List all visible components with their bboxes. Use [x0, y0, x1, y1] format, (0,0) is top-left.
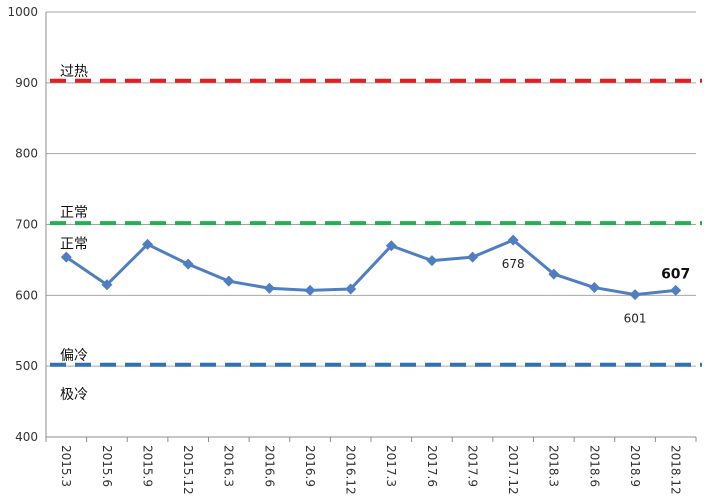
data-point-marker — [670, 284, 682, 296]
data-point-marker — [588, 282, 600, 294]
y-tick-label: 600 — [15, 288, 38, 302]
x-tick-label: 2016.12 — [343, 445, 357, 495]
x-tick-label: 2018.9 — [628, 445, 642, 487]
data-point-marker — [467, 251, 479, 263]
x-tick-label: 2018.3 — [547, 445, 561, 487]
axes: 400 500 600 700 800 900 1000 2015.3 2015.6 2015.9… — [7, 5, 697, 495]
gridlines — [46, 11, 696, 367]
zone-label: 正常 — [60, 205, 88, 221]
zone-label: 过热 — [60, 64, 88, 80]
x-tick-label: 2017.9 — [465, 445, 479, 487]
x-tick-label: 2017.6 — [425, 445, 439, 487]
data-point-marker — [263, 282, 275, 294]
x-tick-label: 2015.6 — [100, 445, 114, 487]
y-tick-label: 700 — [15, 218, 38, 232]
zone-label: 极冷 — [60, 387, 88, 403]
zone-label: 正常 — [60, 237, 88, 253]
data-point-marker — [507, 234, 519, 246]
x-tick-label: 2018.12 — [668, 445, 682, 495]
data-label: 601 — [624, 312, 647, 326]
y-tick-label: 1000 — [7, 5, 38, 19]
x-tick-label: 2017.3 — [384, 445, 398, 487]
data-point-marker — [629, 289, 641, 301]
data-point-marker — [426, 255, 438, 267]
data-point-marker — [60, 251, 72, 263]
y-tick-label: 500 — [15, 359, 38, 373]
data-point-marker — [182, 258, 194, 270]
x-tick-label: 2016.3 — [222, 445, 236, 487]
data-point-marker — [101, 279, 113, 291]
data-label: 678 — [502, 257, 525, 271]
zone-label: 偏冷 — [60, 348, 88, 364]
x-tick-label: 2015.3 — [59, 445, 73, 487]
data-point-marker — [304, 284, 316, 296]
x-tick-label: 2015.9 — [140, 445, 154, 487]
series-line — [65, 238, 676, 297]
data-labels: 678 601 607 — [502, 257, 691, 326]
y-tick-label: 400 — [15, 430, 38, 444]
x-tick-label: 2016.6 — [262, 445, 276, 487]
data-point-marker — [548, 268, 560, 280]
data-label: 607 — [661, 266, 690, 282]
y-tick-label: 800 — [15, 147, 38, 161]
data-point-marker — [385, 240, 397, 252]
x-tick-label: 2018.6 — [587, 445, 601, 487]
series — [60, 234, 682, 301]
data-point-marker — [345, 283, 357, 295]
data-point-marker — [223, 275, 235, 287]
x-tick-label: 2016.9 — [303, 445, 317, 487]
x-tick-label: 2017.12 — [506, 445, 520, 495]
reference-lines — [50, 78, 702, 367]
data-point-marker — [142, 238, 154, 250]
y-tick-label: 900 — [15, 76, 38, 90]
x-tick-label: 2015.12 — [181, 445, 195, 495]
